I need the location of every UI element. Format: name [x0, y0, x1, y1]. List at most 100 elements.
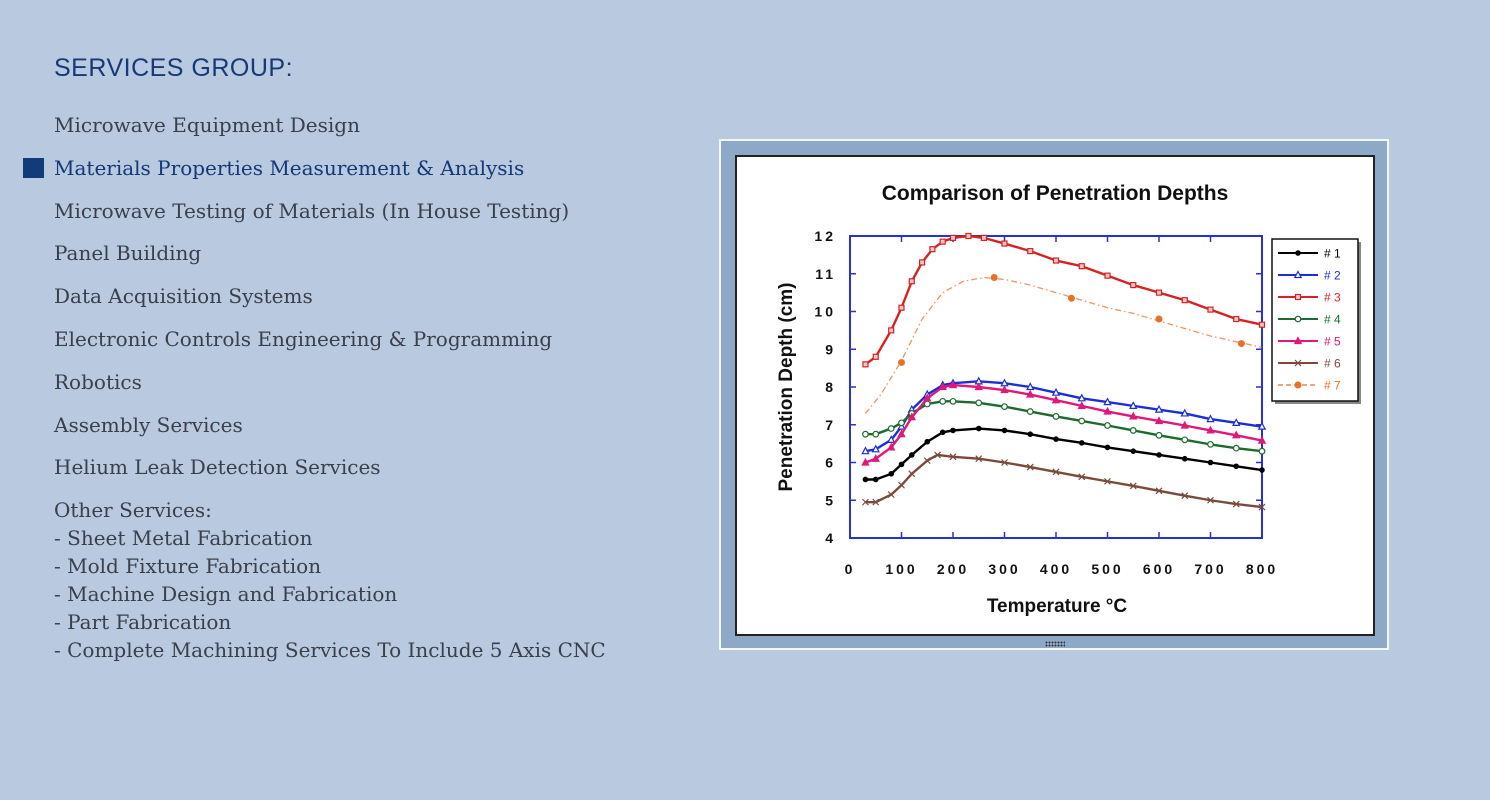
legend-marker	[1293, 270, 1303, 279]
menu-item-label: Electronic Controls Engineering & Progra…	[54, 326, 553, 351]
menu-item-robotics[interactable]: Robotics	[0, 365, 640, 408]
legend-item: # 6	[1278, 357, 1341, 371]
x-tick-label: 100	[885, 561, 917, 577]
data-point	[1027, 431, 1034, 437]
y-tick-label: 12	[814, 228, 836, 244]
data-point	[1258, 447, 1266, 455]
data-point	[923, 457, 931, 465]
data-point	[862, 361, 869, 368]
data-point	[872, 353, 879, 360]
data-point	[1001, 403, 1008, 411]
data-point	[1180, 408, 1189, 417]
data-point	[907, 412, 916, 421]
data-point	[939, 238, 946, 245]
menu-item-helium-leak-detection[interactable]: Helium Leak Detection Services	[0, 450, 640, 493]
legend-label: # 6	[1324, 357, 1341, 371]
series-4	[862, 397, 1266, 455]
data-point	[1103, 406, 1112, 415]
data-point	[974, 382, 983, 391]
data-point	[1181, 492, 1189, 500]
y-axis-label: Penetration Depth (cm)	[776, 282, 797, 491]
menu-item-microwave-testing[interactable]: Microwave Testing of Materials (In House…	[0, 194, 640, 237]
data-point	[1077, 401, 1086, 409]
data-point	[975, 425, 982, 432]
data-point	[1130, 281, 1137, 289]
menu-item-label: Materials Properties Measurement & Analy…	[54, 155, 525, 180]
y-tick-label: 8	[825, 379, 836, 395]
data-point	[1258, 321, 1266, 328]
other-service-mold-fixture[interactable]: - Mold Fixture Fabrication	[54, 554, 322, 578]
data-point	[1001, 427, 1008, 434]
menu-item-panel-building[interactable]: Panel Building	[0, 236, 640, 279]
x-tick-label: 200	[937, 561, 969, 577]
x-tick-label: 400	[1040, 561, 1072, 577]
menu-item-electronic-controls[interactable]: Electronic Controls Engineering & Progra…	[0, 322, 640, 365]
menu-item-data-acquisition[interactable]: Data Acquisition Systems	[0, 279, 640, 322]
menu-item-assembly-services[interactable]: Assembly Services	[0, 408, 640, 451]
menu-item-microwave-equipment-design[interactable]: Microwave Equipment Design	[0, 108, 640, 151]
data-point	[862, 498, 869, 506]
data-point	[887, 425, 895, 432]
data-point	[1155, 431, 1163, 439]
data-point	[1026, 382, 1035, 391]
series-line	[865, 427, 1263, 481]
legend-marker	[1294, 359, 1302, 367]
page-title: SERVICES GROUP:	[54, 54, 294, 82]
data-point	[1181, 297, 1188, 304]
series-6	[862, 451, 1266, 511]
data-point	[1257, 435, 1267, 444]
menu-item-label: Data Acquisition Systems	[54, 284, 313, 309]
data-point	[872, 476, 879, 483]
data-point	[898, 419, 905, 427]
data-point	[898, 304, 905, 311]
data-point	[1155, 289, 1163, 296]
legend-item: # 1	[1278, 247, 1341, 261]
data-point	[872, 498, 880, 506]
other-service-sheet-metal[interactable]: - Sheet Metal Fabrication	[54, 526, 313, 550]
data-point	[871, 453, 880, 462]
data-point	[1207, 459, 1214, 466]
legend-label: # 5	[1324, 335, 1341, 349]
menu-item-label: Assembly Services	[54, 412, 243, 437]
data-point	[1206, 425, 1215, 434]
resize-grip-icon[interactable]	[1045, 641, 1065, 647]
data-point	[871, 444, 880, 453]
data-point	[872, 430, 880, 438]
data-point	[1155, 315, 1163, 323]
data-point	[1078, 473, 1086, 481]
data-point	[1000, 378, 1009, 387]
legend-item: # 5	[1278, 335, 1341, 349]
data-point	[898, 461, 905, 468]
data-point	[948, 380, 958, 389]
data-point	[1232, 500, 1240, 508]
menu-item-label: Microwave Equipment Design	[54, 113, 360, 137]
other-service-machine-design[interactable]: - Machine Design and Fabrication	[54, 582, 398, 606]
data-point	[1104, 477, 1111, 485]
series-line	[864, 276, 1263, 414]
data-point	[929, 246, 936, 253]
other-service-machining[interactable]: - Complete Machining Services To Include…	[54, 638, 606, 662]
y-tick-label: 4	[825, 530, 836, 546]
data-point	[887, 442, 896, 451]
y-tick-label: 9	[825, 341, 836, 357]
data-point	[1156, 452, 1162, 458]
other-service-part-fabrication[interactable]: - Part Fabrication	[54, 610, 232, 634]
data-point	[1104, 272, 1111, 279]
menu-item-materials-properties[interactable]: Materials Properties Measurement & Analy…	[0, 151, 640, 194]
series-3	[862, 232, 1266, 368]
y-tick-label: 5	[825, 492, 836, 508]
series-1	[862, 425, 1265, 483]
data-point	[1155, 487, 1163, 495]
chart-title: Comparison of Penetration Depths	[882, 182, 1229, 205]
data-point	[1026, 389, 1035, 398]
series-line	[865, 383, 1263, 464]
x-tick-label: 800	[1246, 561, 1278, 577]
data-point	[1052, 413, 1060, 420]
data-point	[1154, 416, 1164, 425]
data-point	[1027, 247, 1034, 255]
data-point	[861, 457, 870, 466]
data-point	[1237, 340, 1245, 348]
legend-label: # 1	[1324, 247, 1341, 261]
data-point	[1052, 257, 1060, 264]
data-point	[1103, 397, 1112, 406]
